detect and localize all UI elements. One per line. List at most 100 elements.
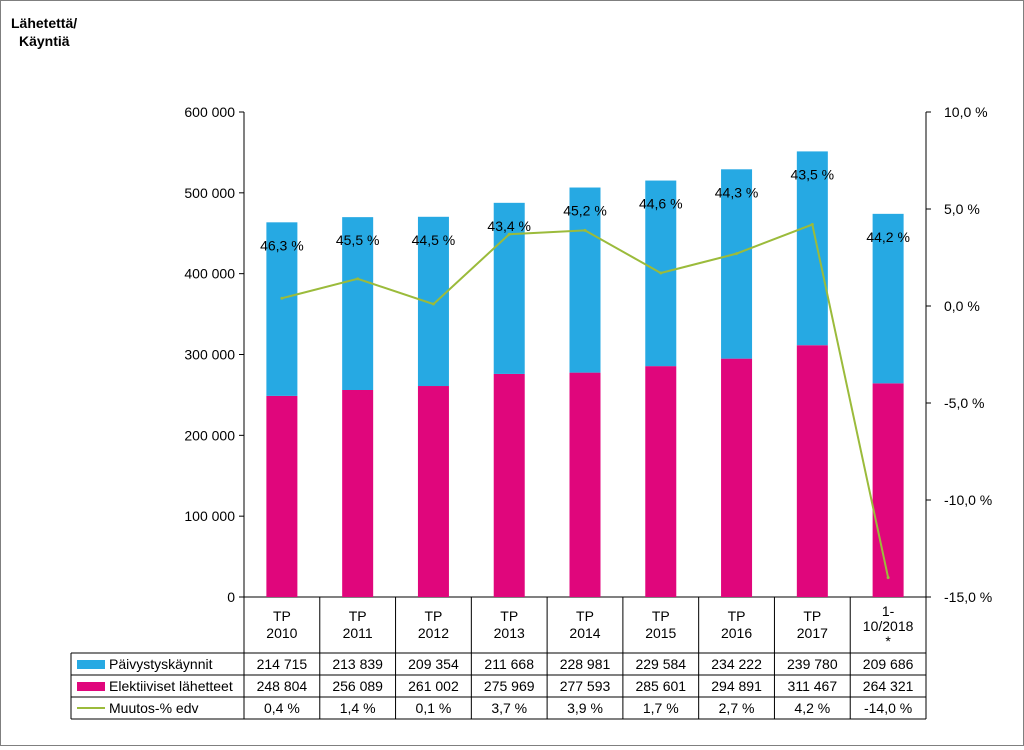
table-cell-value: 0,4 % bbox=[264, 700, 300, 716]
x-axis-category-label: TP bbox=[576, 608, 594, 624]
bar-elektiiviset-lahetteet bbox=[796, 345, 828, 597]
bar-paivystyskaynnit bbox=[721, 169, 753, 359]
x-axis-category-label: 2012 bbox=[418, 625, 449, 641]
bar-percent-annotation: 46,3 % bbox=[260, 237, 304, 253]
bar-percent-annotation: 43,5 % bbox=[791, 166, 835, 182]
x-axis-category-label: 2014 bbox=[569, 625, 600, 641]
x-axis-category-label: 10/2018 bbox=[863, 618, 914, 634]
table-cell-value: 311 467 bbox=[788, 678, 838, 694]
line-point-muutos-edv bbox=[886, 576, 890, 580]
x-axis-category-label: * bbox=[885, 633, 891, 649]
bar-percent-annotation: 43,4 % bbox=[487, 218, 531, 234]
x-axis-category-label: 2010 bbox=[266, 625, 297, 641]
bar-percent-annotation: 44,3 % bbox=[715, 184, 759, 200]
bar-elektiiviset-lahetteet bbox=[872, 383, 904, 597]
x-axis-category-label: 1- bbox=[882, 603, 895, 619]
legend-label: Päivystyskäynnit bbox=[109, 656, 213, 672]
legend-label: Elektiiviset lähetteet bbox=[109, 678, 233, 694]
bar-percent-annotation: 44,2 % bbox=[866, 229, 910, 245]
bar-elektiiviset-lahetteet bbox=[417, 386, 449, 597]
table-cell-value: 4,2 % bbox=[794, 700, 830, 716]
bar-paivystyskaynnit bbox=[493, 202, 525, 374]
x-axis-category-label: TP bbox=[500, 608, 518, 624]
x-axis-category-label: TP bbox=[803, 608, 821, 624]
table-cell-value: 261 002 bbox=[408, 678, 459, 694]
right-axis-tick-label: 5,0 % bbox=[944, 201, 980, 217]
left-axis-tick-label: 300 000 bbox=[184, 347, 235, 363]
bar-percent-annotation: 45,2 % bbox=[563, 203, 607, 219]
table-cell-value: 209 686 bbox=[863, 656, 914, 672]
line-point-muutos-edv bbox=[431, 302, 435, 306]
line-point-muutos-edv bbox=[280, 296, 284, 300]
legend-swatch-paivystys bbox=[77, 660, 105, 669]
line-point-muutos-edv bbox=[583, 228, 587, 232]
line-point-muutos-edv bbox=[507, 232, 511, 236]
x-axis-category-label: TP bbox=[652, 608, 670, 624]
x-axis-category-label: TP bbox=[424, 608, 442, 624]
left-axis-tick-label: 500 000 bbox=[184, 185, 235, 201]
x-axis-category-label: TP bbox=[349, 608, 367, 624]
line-point-muutos-edv bbox=[735, 252, 739, 256]
table-cell-value: 0,1 % bbox=[416, 700, 452, 716]
table-cell-value: 1,7 % bbox=[643, 700, 679, 716]
table-cell-value: 209 354 bbox=[408, 656, 459, 672]
table-cell-value: 213 839 bbox=[332, 656, 383, 672]
table-cell-value: 248 804 bbox=[257, 678, 308, 694]
bar-elektiiviset-lahetteet bbox=[493, 373, 525, 597]
right-axis-tick-label: 0,0 % bbox=[944, 298, 980, 314]
table-cell-value: -14,0 % bbox=[864, 700, 912, 716]
table-cell-value: 211 668 bbox=[484, 656, 534, 672]
table-cell-value: 3,9 % bbox=[567, 700, 603, 716]
legend-label: Muutos-% edv bbox=[109, 700, 198, 716]
bar-paivystyskaynnit bbox=[266, 222, 298, 396]
table-cell-value: 264 321 bbox=[863, 678, 914, 694]
left-axis-title-line-1: Lähetettä/ bbox=[11, 15, 77, 31]
left-axis-tick-label: 0 bbox=[227, 589, 235, 605]
legend-swatch-elektiiviset bbox=[77, 682, 105, 691]
table-cell-value: 275 969 bbox=[484, 678, 535, 694]
table-cell-value: 228 981 bbox=[560, 656, 611, 672]
bar-paivystyskaynnit bbox=[796, 151, 828, 346]
left-axis-tick-label: 400 000 bbox=[184, 266, 235, 282]
table-cell-value: 285 601 bbox=[635, 678, 686, 694]
x-axis-category-label: 2016 bbox=[721, 625, 752, 641]
bar-elektiiviset-lahetteet bbox=[342, 389, 374, 597]
bar-elektiiviset-lahetteet bbox=[569, 372, 601, 597]
table-cell-value: 3,7 % bbox=[491, 700, 527, 716]
line-point-muutos-edv bbox=[810, 223, 814, 227]
table-cell-value: 2,7 % bbox=[719, 700, 755, 716]
bar-paivystyskaynnit bbox=[872, 213, 904, 384]
table-cell-value: 294 891 bbox=[711, 678, 762, 694]
bar-elektiiviset-lahetteet bbox=[266, 395, 298, 597]
bar-elektiiviset-lahetteet bbox=[721, 358, 753, 597]
x-axis-category-label: 2017 bbox=[797, 625, 828, 641]
bar-percent-annotation: 44,6 % bbox=[639, 196, 683, 212]
table-cell-value: 239 780 bbox=[787, 656, 838, 672]
left-axis-tick-label: 100 000 bbox=[184, 508, 235, 524]
x-axis-category-label: 2015 bbox=[645, 625, 676, 641]
left-axis-tick-label: 200 000 bbox=[184, 427, 235, 443]
table-cell-value: 256 089 bbox=[332, 678, 383, 694]
bar-percent-annotation: 44,5 % bbox=[412, 232, 456, 248]
bar-percent-annotation: 45,5 % bbox=[336, 232, 380, 248]
x-axis-category-label: TP bbox=[273, 608, 291, 624]
right-axis-tick-label: -10,0 % bbox=[944, 492, 992, 508]
right-axis-tick-label: -5,0 % bbox=[944, 395, 984, 411]
x-axis-category-label: TP bbox=[728, 608, 746, 624]
line-point-muutos-edv bbox=[356, 277, 360, 281]
table-cell-value: 1,4 % bbox=[340, 700, 376, 716]
table-cell-value: 277 593 bbox=[560, 678, 611, 694]
bar-elektiiviset-lahetteet bbox=[645, 366, 677, 597]
bar-paivystyskaynnit bbox=[342, 217, 374, 390]
table-cell-value: 229 584 bbox=[635, 656, 686, 672]
right-axis-tick-label: 10,0 % bbox=[944, 104, 988, 120]
table-cell-value: 214 715 bbox=[257, 656, 308, 672]
bar-paivystyskaynnit bbox=[569, 187, 601, 373]
x-axis-category-label: 2011 bbox=[343, 625, 373, 641]
line-point-muutos-edv bbox=[659, 271, 663, 275]
left-axis-title-line-2: Käyntiä bbox=[19, 33, 70, 49]
x-axis-category-label: 2013 bbox=[494, 625, 525, 641]
right-axis-tick-label: -15,0 % bbox=[944, 589, 992, 605]
